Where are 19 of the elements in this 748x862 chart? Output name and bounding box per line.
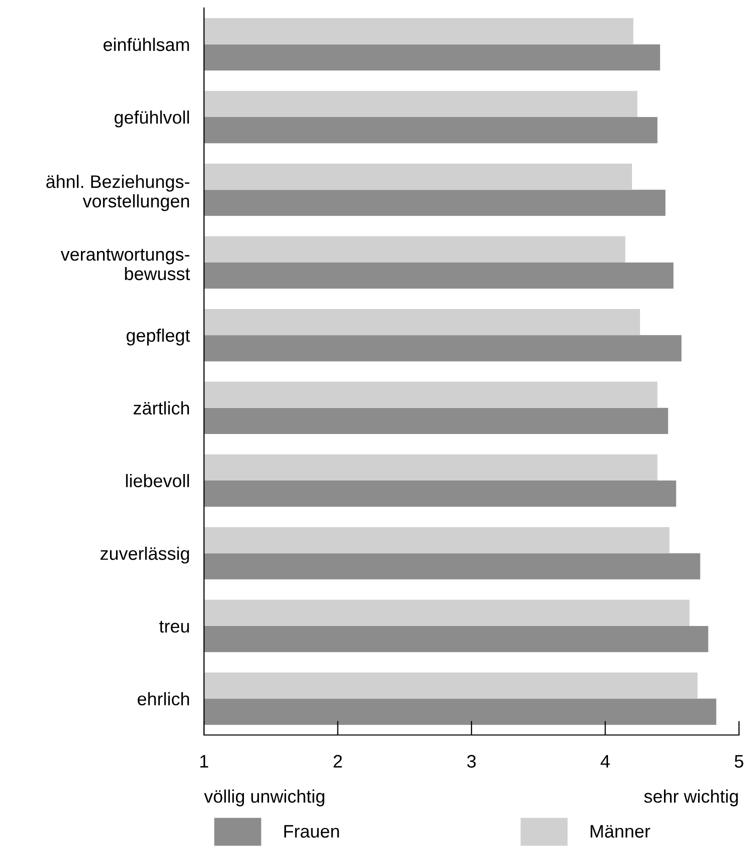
y-tick-label: zuverlässig [100, 546, 189, 564]
y-tick-label: ehrlich [138, 692, 189, 706]
text: völlig unwichtig [204, 790, 324, 806]
y-tick-label: verantwortungs- bewusst [60, 248, 190, 280]
x-tick-label: 3 [467, 754, 476, 768]
x-tick-label: 4 [600, 755, 610, 768]
legend-label: Frauen [284, 825, 339, 838]
y-tick-label: gefühlvoll [114, 110, 189, 128]
y-tick-label: ähnl. Beziehungs- vorstellungen [46, 174, 190, 212]
y-tick-label: treu [159, 620, 189, 633]
legend-label: Männer [590, 825, 650, 838]
text: sehr wichtig [644, 790, 738, 806]
x-tick-label: 2 [334, 754, 342, 768]
x-tick-label: 5 [734, 755, 744, 768]
y-tick-label: einfühlsam [104, 38, 189, 52]
y-tick-label: gepflegt [126, 328, 190, 346]
y-tick-label: liebevoll [126, 474, 189, 488]
y-tick-label: zärtlich [134, 401, 189, 415]
x-tick-label: 1 [200, 755, 208, 768]
